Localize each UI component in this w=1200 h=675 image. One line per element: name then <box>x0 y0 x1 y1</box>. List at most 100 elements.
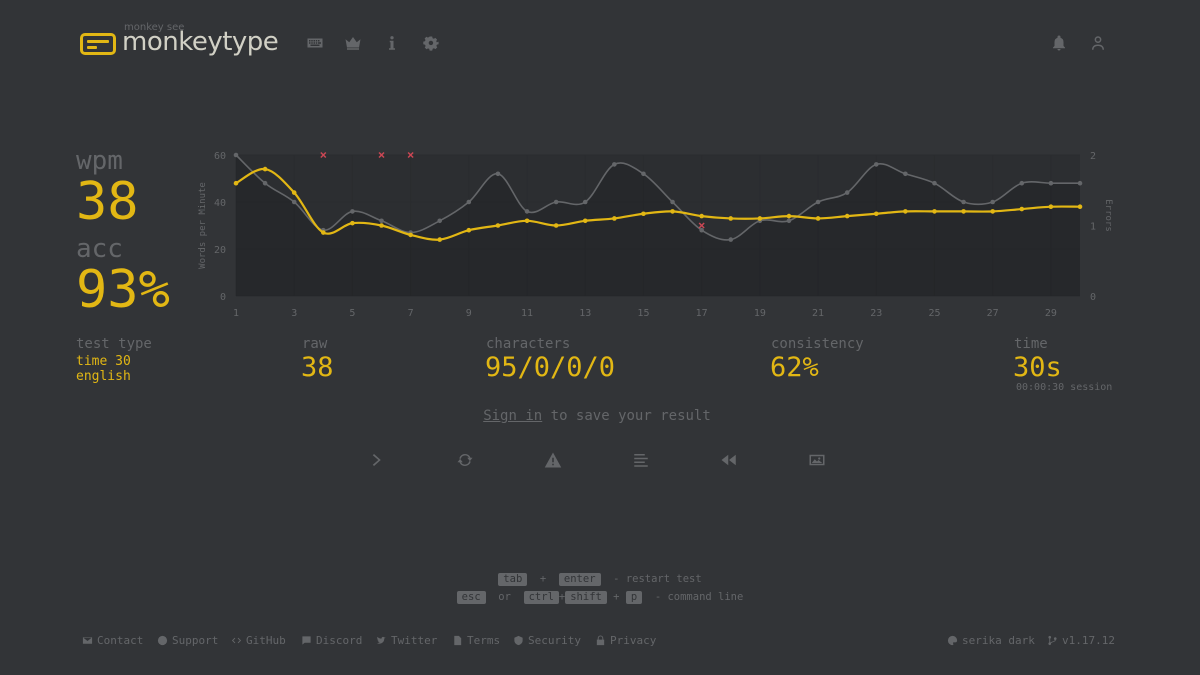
footer-terms[interactable]: Terms <box>452 634 500 647</box>
session-time: 00:00:30 session <box>1016 382 1113 393</box>
error-marker <box>407 151 414 159</box>
error-marker <box>698 222 705 229</box>
x-tick-label: 29 <box>1045 308 1057 319</box>
x-tick-label: 15 <box>637 308 649 319</box>
x-tick-label: 9 <box>466 308 472 319</box>
raw-point <box>524 209 530 214</box>
raw-point <box>873 162 879 167</box>
y2-tick-label: 0 <box>1090 292 1096 303</box>
wpm-point <box>321 230 326 235</box>
raw-point <box>291 199 297 205</box>
twitter-icon <box>376 636 386 644</box>
raw-point <box>990 199 995 205</box>
x-tick-label: 27 <box>987 308 999 319</box>
wpm-point <box>408 232 413 238</box>
signin-link[interactable]: Sign in <box>483 408 543 424</box>
restart-hint: tab + enter - restart test <box>0 573 1200 586</box>
test-type-mode: time 30 <box>76 354 131 369</box>
wpm-point <box>582 218 588 224</box>
logo-icon[interactable] <box>80 33 116 55</box>
wpm-point <box>553 223 559 228</box>
raw-point <box>553 199 559 205</box>
key-esc: esc <box>456 591 486 604</box>
raw-area <box>236 155 1080 296</box>
key-ctrl: ctrl <box>523 591 559 604</box>
wpm-point <box>699 213 704 219</box>
error-marker <box>378 151 385 159</box>
footer-discord[interactable]: Discord <box>301 634 362 647</box>
raw-point <box>786 218 792 224</box>
plus-sign: + <box>539 573 547 585</box>
warning-icon[interactable] <box>544 451 564 471</box>
footer-theme[interactable]: serika dark <box>947 634 1035 647</box>
next-test-icon[interactable] <box>368 451 388 471</box>
y2-tick-label: 2 <box>1090 151 1096 162</box>
time-label: time <box>1014 336 1048 352</box>
y2-axis-title: Errors <box>1103 199 1113 232</box>
raw-point <box>1048 180 1054 186</box>
wpm-point <box>1019 206 1025 212</box>
raw-point <box>350 209 355 214</box>
signin-text: to save your result <box>542 408 711 424</box>
raw-point <box>1077 180 1083 186</box>
raw-value: 38 <box>301 352 334 383</box>
restart-icon[interactable] <box>456 451 476 471</box>
words-history-icon[interactable] <box>632 451 652 471</box>
wpm-point <box>437 237 443 242</box>
raw-point <box>582 199 588 205</box>
footer-github[interactable]: GitHub <box>231 634 286 647</box>
wpm-point <box>262 166 268 172</box>
plus-sign: + <box>613 591 620 603</box>
raw-point <box>728 237 734 242</box>
donate-icon <box>157 635 168 646</box>
footer-support[interactable]: Support <box>157 634 218 647</box>
crown-icon[interactable] <box>344 34 364 54</box>
logo-tagline: monkey see <box>124 22 185 33</box>
raw-point <box>495 171 501 177</box>
acc-label: acc <box>76 234 123 264</box>
wpm-point <box>873 211 879 217</box>
footer-version[interactable]: v1.17.12 <box>1047 634 1115 647</box>
error-marker-stroke <box>698 222 705 229</box>
footer-contact[interactable]: Contact <box>82 634 143 647</box>
wpm-point <box>466 227 472 233</box>
logo-text[interactable]: monkeytype <box>122 27 279 57</box>
error-marker <box>320 151 327 159</box>
characters-label: characters <box>486 336 571 352</box>
footer-twitter-label: Twitter <box>391 634 438 647</box>
test-type-language: english <box>76 369 131 384</box>
settings-icon[interactable] <box>422 34 442 54</box>
keyboard-icon[interactable] <box>306 34 326 54</box>
replay-icon[interactable] <box>720 451 740 471</box>
footer-privacy-label: Privacy <box>610 634 657 647</box>
raw-point <box>233 152 239 158</box>
footer-security[interactable]: Security <box>513 634 581 647</box>
wpm-point <box>495 223 501 228</box>
wpm-point <box>1048 204 1054 209</box>
palette-icon <box>947 635 958 646</box>
wpm-point <box>990 209 995 214</box>
x-tick-label: 17 <box>696 308 708 319</box>
screenshot-icon[interactable] <box>808 451 828 471</box>
footer-security-label: Security <box>528 634 581 647</box>
x-tick-label: 21 <box>812 308 824 319</box>
time-value: 30s <box>1013 352 1062 383</box>
wpm-line <box>235 167 1081 241</box>
y-axis-title: Words per Minute <box>198 182 208 269</box>
info-icon[interactable] <box>383 34 403 54</box>
raw-point <box>641 171 646 177</box>
restart-hint-text: - restart test <box>613 573 702 585</box>
footer-contact-label: Contact <box>97 634 144 647</box>
y-tick-label: 20 <box>214 245 226 256</box>
bell-icon[interactable] <box>1050 34 1070 54</box>
consistency-value: 62% <box>770 352 819 383</box>
wpm-point <box>612 216 617 221</box>
y-tick-label: 40 <box>214 198 226 209</box>
footer-twitter[interactable]: Twitter <box>376 634 437 647</box>
x-tick-label: 5 <box>349 308 355 319</box>
user-icon[interactable] <box>1089 34 1109 54</box>
command-hint-text: - command line <box>654 591 744 603</box>
footer-privacy[interactable]: Privacy <box>595 634 656 647</box>
